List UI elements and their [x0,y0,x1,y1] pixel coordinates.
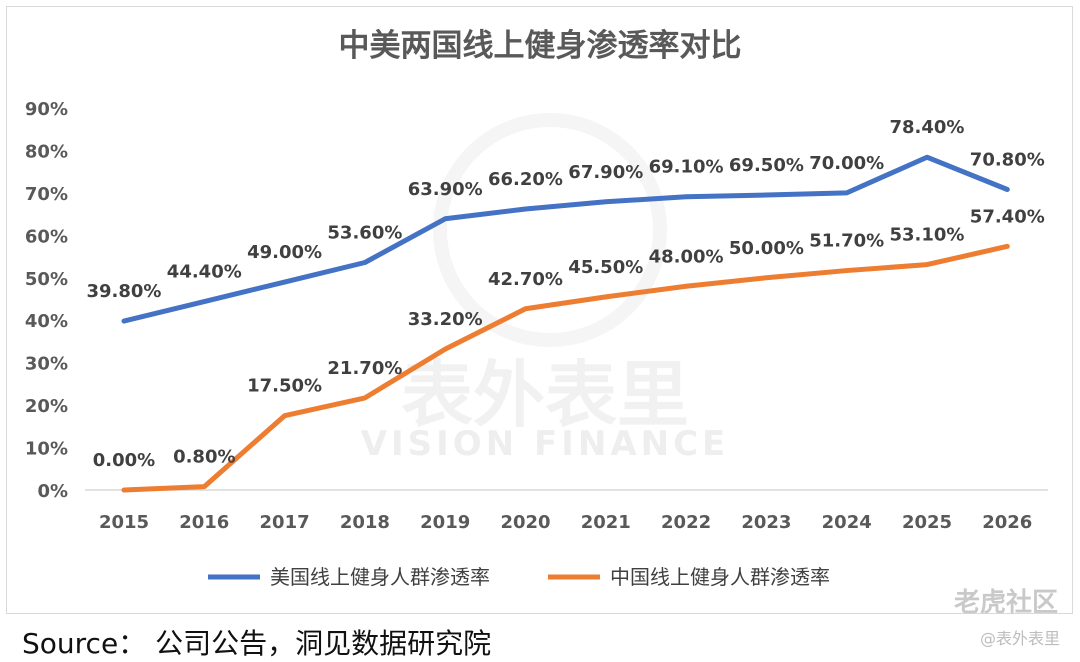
data-label-us: 70.00% [809,153,884,174]
x-tick-label: 2026 [982,512,1032,533]
data-label-us: 78.40% [890,117,965,138]
data-label-cn: 0.80% [173,447,235,468]
data-label-cn: 0.00% [93,450,155,471]
data-label-us: 70.80% [970,149,1045,170]
data-label-cn: 33.20% [408,309,483,330]
x-tick-label: 2018 [340,512,390,533]
y-tick-label: 30% [25,354,68,375]
data-label-cn: 51.70% [809,231,884,252]
data-label-cn: 42.70% [488,269,563,290]
data-label-cn: 17.50% [247,376,322,397]
x-tick-label: 2015 [99,512,149,533]
x-tick-label: 2024 [822,512,872,533]
data-label-cn: 53.10% [890,225,965,246]
y-tick-label: 60% [25,226,68,247]
data-label-cn: 48.00% [649,246,724,267]
x-tick-label: 2020 [500,512,550,533]
x-tick-label: 2023 [741,512,791,533]
x-tick-label: 2017 [260,512,310,533]
series-line-cn [121,243,1010,493]
y-axis: 0% 10% 20% 30% 40% 50% 60% 70% 80% 90% [25,99,68,502]
data-label-us: 69.50% [729,155,804,176]
legend: 美国线上健身人群渗透率 中国线上健身人群渗透率 [208,565,830,589]
y-tick-label: 50% [25,269,68,290]
legend-label-us: 美国线上健身人群渗透率 [270,565,490,589]
data-label-us: 44.40% [167,262,242,283]
watermark-text: 表外表里 [401,353,689,437]
x-tick-label: 2022 [661,512,711,533]
legend-label-cn: 中国线上健身人群渗透率 [610,565,830,589]
y-tick-label: 90% [25,99,68,120]
data-label-us: 66.20% [488,169,563,190]
data-label-cn: 57.40% [970,206,1045,227]
data-label-cn: 21.70% [327,358,402,379]
y-tick-label: 70% [25,184,68,205]
chart-title: 中美两国线上健身渗透率对比 [339,28,742,64]
source-note: Source： 公司公告，洞见数据研究院 [22,627,492,660]
series-layer [121,154,1010,493]
x-axis: 2015 2016 2017 2018 2019 2020 2021 2022 2023 2024… [99,512,1032,533]
data-label-cn: 45.50% [568,257,643,278]
y-tick-label: 10% [25,439,68,460]
watermark-circle [433,113,667,347]
data-label-cn: 50.00% [729,238,804,259]
chart-frame [6,6,1073,614]
data-label-us: 53.60% [327,222,402,243]
data-label-us: 39.80% [87,281,162,302]
y-tick-label: 40% [25,311,68,332]
y-tick-label: 20% [25,396,68,417]
data-label-us: 63.90% [408,179,483,200]
y-tick-label: 0% [37,481,68,502]
data-labels: 39.80%44.40%49.00%53.60% 63.90% 66.20% 67.9… [87,117,1045,471]
corner-handle: @表外表里 [979,629,1060,648]
data-label-us: 49.00% [247,242,322,263]
series-line-us [121,154,1010,324]
x-tick-label: 2016 [179,512,229,533]
data-label-us: 69.10% [649,157,724,178]
watermark: 表外表里 VISION FINANCE [361,113,730,464]
x-tick-label: 2019 [420,512,470,533]
x-tick-label: 2021 [581,512,631,533]
corner-watermark: 老虎社区 [953,588,1058,618]
y-tick-label: 80% [25,141,68,162]
data-label-us: 67.90% [568,162,643,183]
x-tick-label: 2025 [902,512,952,533]
watermark-subtext: VISION FINANCE [361,424,730,464]
